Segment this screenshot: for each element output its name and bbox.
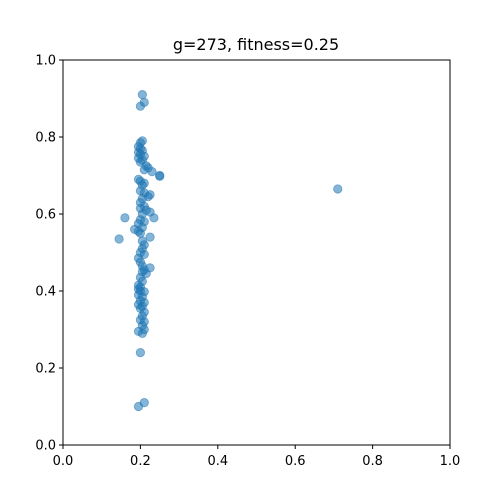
x-tick-label: 0.0 [53, 454, 74, 469]
y-tick-label: 0.4 [35, 285, 56, 300]
scatter-point [147, 167, 157, 177]
x-tick-label: 0.4 [207, 454, 228, 469]
chart-title: g=273, fitness=0.25 [173, 35, 339, 54]
y-tick-label: 0.8 [35, 131, 56, 146]
scatter-point [133, 401, 144, 412]
x-tick-label: 0.8 [362, 454, 383, 469]
points-layer [114, 90, 343, 412]
scatter-point [149, 213, 159, 223]
scatter-point [137, 90, 147, 100]
y-tick-label: 0.6 [35, 208, 56, 223]
scatter-point [155, 171, 165, 181]
scatter-point [114, 234, 124, 244]
x-tick-label: 0.2 [130, 454, 151, 469]
scatter-point [145, 232, 155, 242]
plot-frame [62, 59, 451, 446]
scatter-point [135, 101, 145, 111]
scatter-point [120, 213, 130, 223]
scatter-point [137, 328, 147, 338]
x-tick-label: 1.0 [440, 454, 461, 469]
y-tick-label: 1.0 [35, 54, 56, 69]
y-tick-label: 0.0 [35, 439, 56, 454]
y-axis: 0.0 0.2 0.4 0.6 0.8 1.0 [35, 54, 63, 454]
x-tick-label: 0.6 [285, 454, 306, 469]
y-tick-label: 0.2 [35, 362, 56, 377]
x-axis: 0.0 0.2 0.4 0.6 0.8 1.0 [53, 445, 461, 469]
scatter-point [135, 347, 145, 358]
scatter-point [333, 184, 343, 194]
scatter-point [135, 228, 145, 238]
scatter-point [139, 165, 149, 175]
